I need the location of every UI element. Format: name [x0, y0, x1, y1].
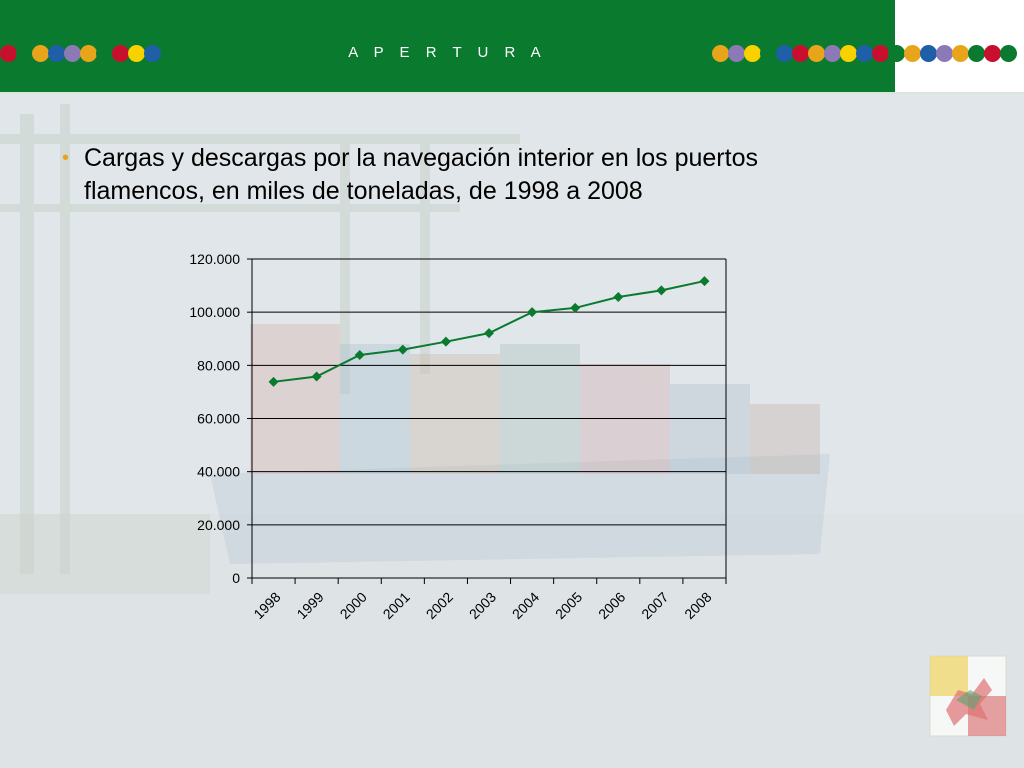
data-point-marker — [484, 328, 494, 339]
decorative-dot — [744, 45, 761, 62]
data-point-marker — [570, 302, 581, 313]
data-point-marker — [311, 371, 322, 382]
x-tick-label: 2008 — [681, 589, 714, 622]
x-tick-label: 2007 — [638, 589, 671, 622]
y-tick-label: 0 — [232, 570, 240, 586]
decorative-dot — [760, 45, 777, 62]
decorative-dot — [712, 45, 729, 62]
decorative-dot — [952, 45, 969, 62]
decorative-dot — [32, 45, 49, 62]
decorative-dot — [824, 45, 841, 62]
data-point-marker — [527, 307, 538, 318]
decorative-dot — [112, 45, 129, 62]
header-divider — [0, 92, 1024, 94]
x-axis-ticks: 1998 1999 2000 2001 2002 2003 2004 2005 2006 2007… — [250, 578, 727, 622]
data-point-marker — [699, 276, 710, 287]
decorative-dot — [128, 45, 145, 62]
data-point-marker — [354, 349, 365, 360]
decorative-dot — [936, 45, 953, 62]
decorative-dot — [968, 45, 985, 62]
decorative-dot — [840, 45, 857, 62]
data-point-marker — [268, 376, 279, 387]
decorative-dot — [0, 45, 17, 62]
y-tick-label: 20.000 — [197, 517, 240, 533]
decorative-dot — [888, 45, 905, 62]
y-tick-label: 60.000 — [197, 411, 240, 427]
decorative-dot — [144, 45, 161, 62]
y-tick-label: 80.000 — [197, 357, 240, 373]
right-decorative-dots — [712, 45, 1017, 62]
x-tick-label: 2003 — [466, 589, 499, 622]
decorative-dot — [920, 45, 937, 62]
bullet-text: Cargas y descargas por la navegación int… — [84, 144, 758, 205]
data-point-marker — [656, 285, 667, 296]
decorative-dot — [984, 45, 1001, 62]
decorative-dot — [48, 45, 65, 62]
y-axis-ticks: 0 20.000 40.000 60.000 80.000 100.000 120.000 — [189, 251, 252, 586]
decorative-dot — [64, 45, 81, 62]
y-tick-label: 100.000 — [189, 304, 240, 320]
decorative-dot — [792, 45, 809, 62]
background-port-image — [0, 94, 1024, 768]
x-tick-label: 2000 — [337, 589, 370, 622]
decorative-dot — [80, 45, 97, 62]
decorative-dot — [856, 45, 873, 62]
y-tick-label: 120.000 — [189, 251, 240, 267]
x-tick-label: 1998 — [250, 589, 283, 622]
decorative-dot — [728, 45, 745, 62]
decorative-dot — [904, 45, 921, 62]
decorative-dot — [1000, 45, 1017, 62]
x-tick-label: 2005 — [552, 589, 585, 622]
bullet-icon: • — [62, 147, 70, 169]
x-tick-label: 1999 — [293, 589, 326, 622]
slide-section-title: A P E R T U R A — [348, 44, 547, 61]
decorative-dot — [96, 45, 113, 62]
data-point-marker — [613, 292, 624, 303]
flemish-lion-logo-icon — [929, 655, 1007, 737]
chart-series — [268, 276, 710, 387]
x-tick-label: 2004 — [509, 589, 542, 622]
x-tick-label: 2001 — [380, 589, 413, 622]
x-tick-label: 2006 — [595, 589, 628, 622]
chart-gridlines — [252, 258, 726, 526]
decorative-dot — [16, 45, 33, 62]
decorative-dot — [776, 45, 793, 62]
x-tick-label: 2002 — [423, 589, 456, 622]
data-point-marker — [397, 344, 408, 355]
decorative-dot — [808, 45, 825, 62]
decorative-dot — [872, 45, 889, 62]
y-tick-label: 40.000 — [197, 464, 240, 480]
left-decorative-dots — [0, 45, 161, 62]
background-veil — [0, 94, 1024, 768]
data-point-marker — [440, 336, 451, 347]
